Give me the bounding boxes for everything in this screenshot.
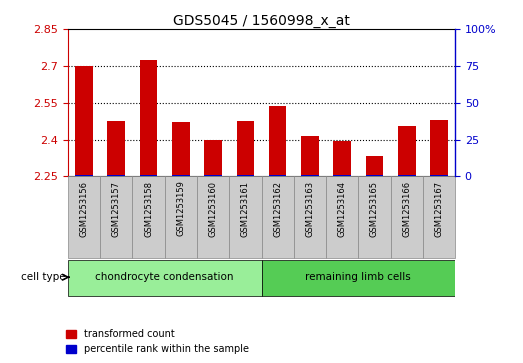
- Bar: [366, 156, 383, 176]
- Bar: [333, 141, 351, 176]
- Text: GSM1253158: GSM1253158: [144, 180, 153, 237]
- Bar: [358, 176, 391, 258]
- Bar: [301, 136, 319, 176]
- Bar: [391, 176, 423, 258]
- Text: GSM1253164: GSM1253164: [338, 180, 347, 237]
- Bar: [398, 175, 415, 176]
- Bar: [165, 176, 197, 258]
- Text: cell type: cell type: [21, 272, 66, 282]
- Bar: [204, 140, 222, 176]
- Bar: [68, 260, 262, 296]
- Bar: [197, 176, 229, 258]
- Bar: [108, 121, 125, 176]
- Text: GSM1253156: GSM1253156: [79, 180, 88, 237]
- Bar: [269, 175, 287, 176]
- Bar: [333, 175, 351, 176]
- Bar: [398, 126, 415, 176]
- Bar: [172, 122, 190, 176]
- Bar: [326, 176, 358, 258]
- Bar: [140, 60, 157, 176]
- Bar: [236, 175, 254, 176]
- Text: GSM1253165: GSM1253165: [370, 180, 379, 237]
- Bar: [262, 176, 294, 258]
- Text: GSM1253163: GSM1253163: [305, 180, 314, 237]
- Bar: [423, 176, 455, 258]
- Bar: [75, 66, 93, 176]
- Bar: [269, 106, 287, 176]
- Bar: [140, 175, 157, 176]
- Text: GSM1253166: GSM1253166: [402, 180, 411, 237]
- Text: GSM1253167: GSM1253167: [435, 180, 444, 237]
- Title: GDS5045 / 1560998_x_at: GDS5045 / 1560998_x_at: [173, 14, 350, 28]
- Bar: [172, 175, 190, 176]
- Bar: [301, 175, 319, 176]
- Text: GSM1253160: GSM1253160: [209, 180, 218, 237]
- Bar: [262, 260, 455, 296]
- Text: remaining limb cells: remaining limb cells: [305, 272, 411, 282]
- Bar: [236, 121, 254, 176]
- Bar: [100, 176, 132, 258]
- Bar: [75, 175, 93, 176]
- Text: GSM1253161: GSM1253161: [241, 180, 250, 237]
- Bar: [68, 176, 100, 258]
- Bar: [132, 176, 165, 258]
- Text: chondrocyte condensation: chondrocyte condensation: [96, 272, 234, 282]
- Text: GSM1253159: GSM1253159: [176, 180, 185, 236]
- Bar: [229, 176, 262, 258]
- Bar: [204, 175, 222, 176]
- Bar: [430, 120, 448, 176]
- Text: GSM1253157: GSM1253157: [112, 180, 121, 237]
- Text: GSM1253162: GSM1253162: [273, 180, 282, 237]
- Bar: [108, 175, 125, 176]
- Bar: [366, 175, 383, 176]
- Legend: transformed count, percentile rank within the sample: transformed count, percentile rank withi…: [62, 326, 253, 358]
- Bar: [294, 176, 326, 258]
- Bar: [430, 175, 448, 176]
